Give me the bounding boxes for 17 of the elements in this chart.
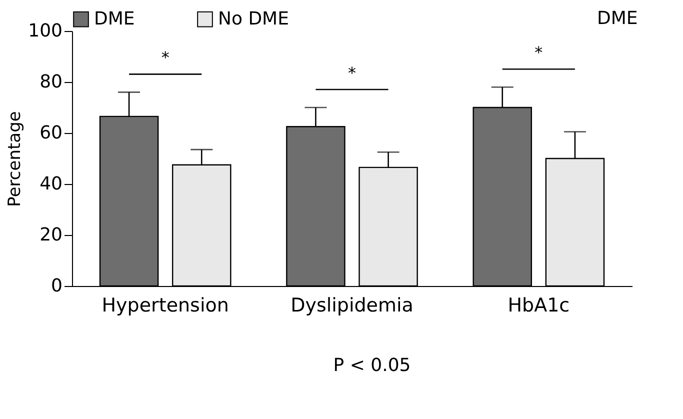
legend-label: No DME (218, 8, 289, 30)
y-tick-label: 100 (28, 20, 62, 42)
y-tick-label: 0 (51, 276, 62, 296)
legend-label: DME (94, 8, 135, 30)
annotation: * (348, 64, 356, 82)
text: DME (597, 8, 638, 29)
y-axis-title: Percentage (5, 111, 26, 207)
text: P < 0.05 (333, 355, 411, 376)
x-tick-label: Hypertension (102, 294, 229, 316)
y-tick-label: 40 (40, 174, 62, 194)
x-tick-label: Dyslipidemia (290, 294, 414, 316)
annotation: * (161, 48, 170, 68)
y-tick-label: 80 (40, 72, 62, 92)
y-tick-label: 60 (40, 122, 62, 144)
x-tick-label: HbA1c (508, 294, 570, 316)
annotation: * (534, 43, 543, 62)
y-tick-label: 20 (40, 224, 62, 246)
